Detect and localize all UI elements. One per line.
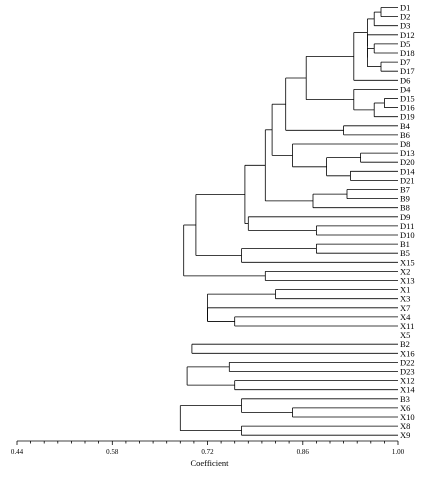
leaf-label: B2	[400, 339, 410, 349]
leaf-label: X5	[400, 330, 410, 340]
leaf-label: X2	[400, 266, 410, 276]
leaf-label: D2	[400, 12, 410, 22]
leaf-label: X10	[400, 412, 415, 422]
leaf-label: D4	[400, 84, 411, 94]
leaf-label: D14	[400, 166, 415, 176]
leaf-label: B4	[400, 121, 411, 131]
leaf-label: D21	[400, 175, 415, 185]
leaf-label: D10	[400, 230, 415, 240]
leaf-label: D19	[400, 112, 415, 122]
leaf-label: X9	[400, 430, 410, 440]
x-tick-label: 0.72	[201, 448, 214, 456]
leaf-label: X3	[400, 294, 410, 304]
leaf-label: D13	[400, 148, 415, 158]
leaf-label: X7	[400, 303, 410, 313]
x-tick-label: 1.00	[392, 448, 405, 456]
leaf-label: X14	[400, 385, 415, 395]
leaf-label: B3	[400, 394, 410, 404]
x-tick-label: 0.58	[106, 448, 119, 456]
leaf-label: D5	[400, 39, 410, 49]
leaf-label: D12	[400, 30, 415, 40]
leaf-label: B6	[400, 130, 410, 140]
dendrogram-branches	[179, 7, 398, 436]
x-axis: 0.44 0.58 0.72 0.86 1.00 Coefficient	[11, 440, 405, 468]
leaf-label: D23	[400, 367, 415, 377]
leaf-label: D7	[400, 57, 410, 67]
leaf-label: X1	[400, 285, 410, 295]
leaf-label: D16	[400, 103, 415, 113]
leaf-label: D6	[400, 75, 410, 85]
leaf-label: D8	[400, 139, 410, 149]
leaf-label: B7	[400, 185, 410, 195]
leaf-label: X4	[400, 312, 411, 322]
leaf-label: D22	[400, 357, 415, 367]
leaf-label: X13	[400, 276, 415, 286]
leaf-label: D18	[400, 48, 415, 58]
leaf-label: D1	[400, 3, 410, 13]
leaf-label: B9	[400, 194, 410, 204]
leaf-label: X15	[400, 257, 415, 267]
leaf-label: B5	[400, 248, 410, 258]
leaf-label: X11	[400, 321, 414, 331]
leaf-label: D11	[400, 221, 414, 231]
leaf-label: X6	[400, 403, 410, 413]
x-tick-label: 0.44	[11, 448, 24, 456]
leaf-label: X12	[400, 376, 415, 386]
leaf-label: D17	[400, 66, 415, 76]
leaf-label: X16	[400, 348, 415, 358]
x-axis-ticks: 0.44 0.58 0.72 0.86 1.00	[11, 441, 405, 456]
leaf-label: D3	[400, 21, 410, 31]
leaf-label: X8	[400, 421, 410, 431]
leaf-labels: D1D2D3D12D5D18D7D17D6D4D15D16D19B4B6D8D1…	[400, 3, 415, 441]
leaf-label: D9	[400, 212, 410, 222]
x-tick-label: 0.86	[297, 448, 310, 456]
leaf-label: D20	[400, 157, 415, 167]
x-axis-title: Coefficient	[190, 458, 229, 468]
leaf-label: D15	[400, 94, 415, 104]
leaf-label: B1	[400, 239, 410, 249]
leaf-label: B8	[400, 203, 410, 213]
